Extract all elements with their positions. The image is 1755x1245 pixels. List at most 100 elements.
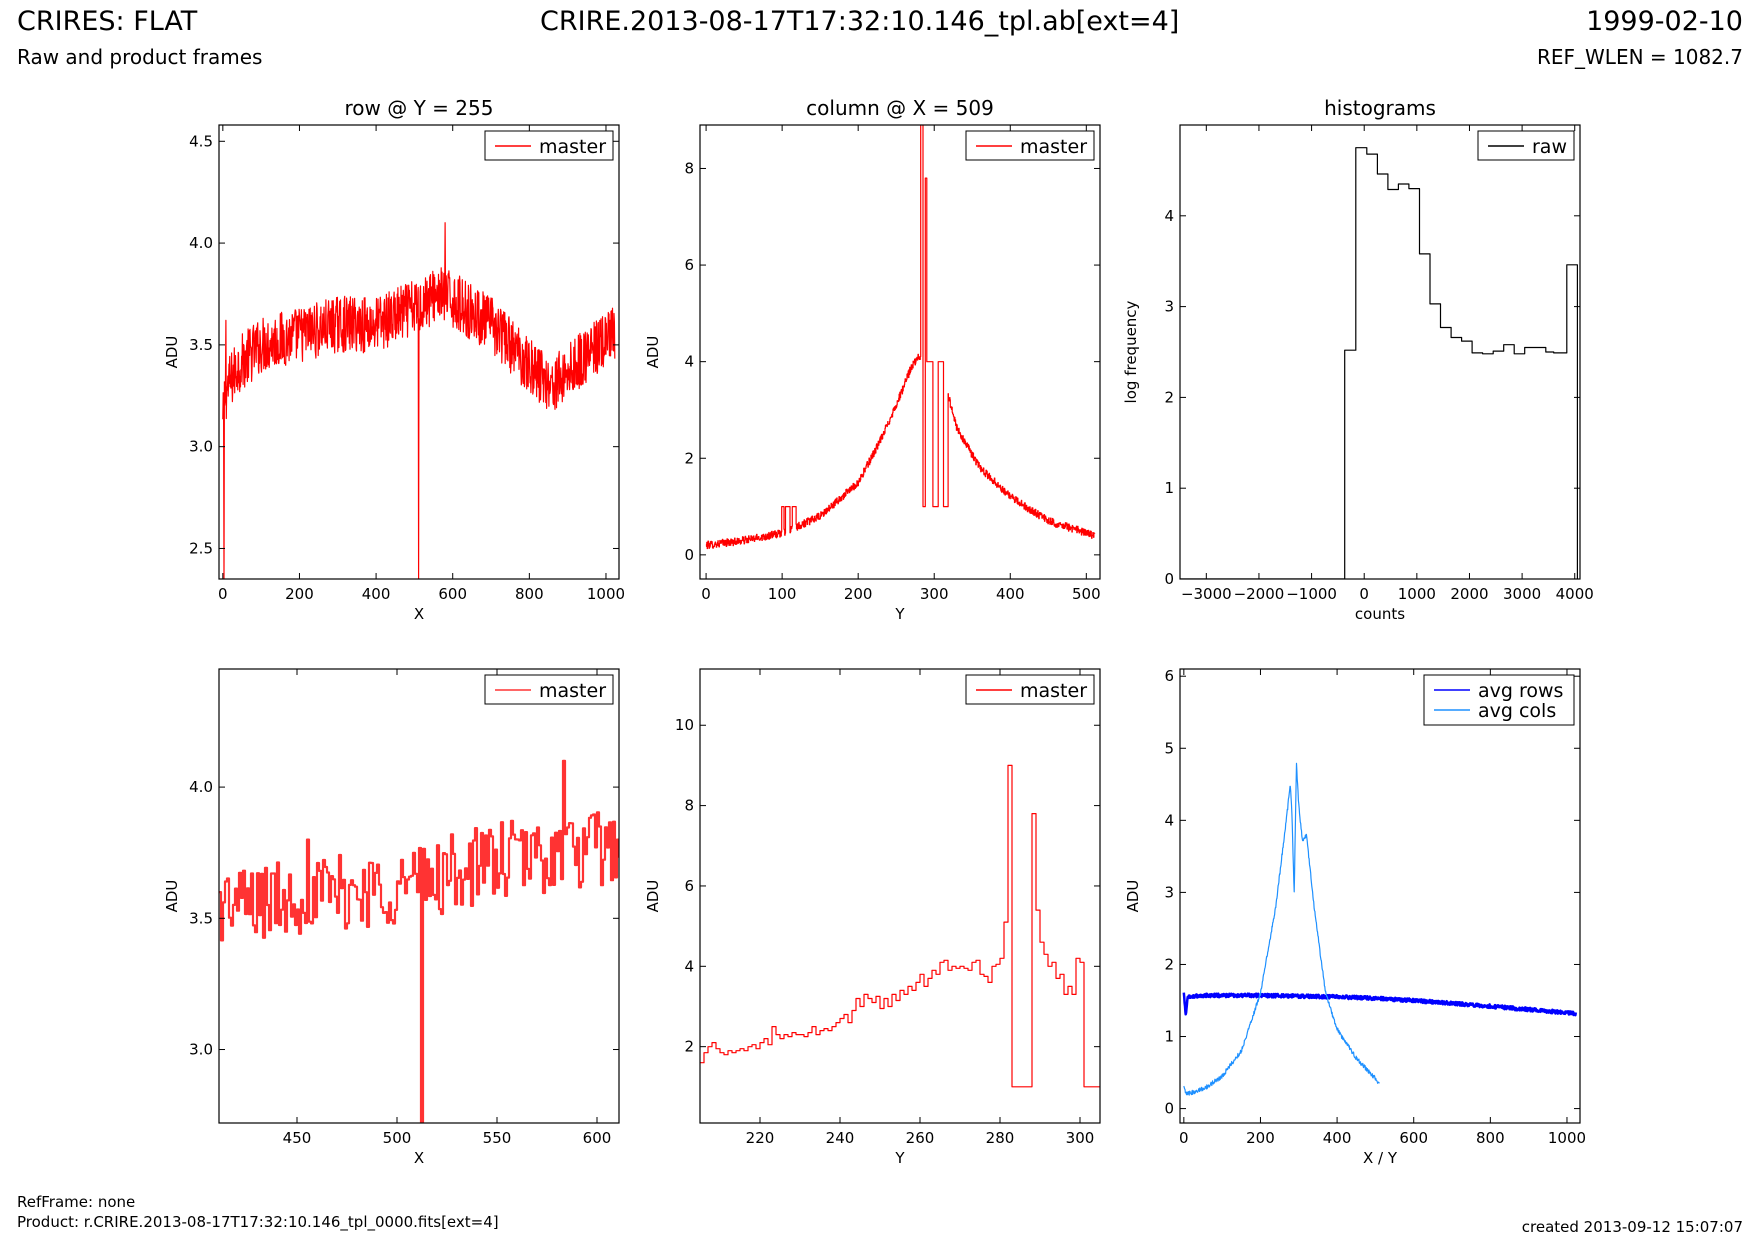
y-tick-label: 4 [684,353,694,371]
legend-label: master [1020,680,1087,702]
x-tick-label: −1000 [1286,585,1337,603]
legend-label: master [1020,136,1087,158]
y-tick-label: 1 [1164,479,1174,497]
footer-created: created 2013-09-12 15:07:07 [1521,1218,1743,1236]
x-tick-label: 200 [844,585,873,603]
series-layer [222,222,616,579]
legend-label: avg cols [1478,700,1556,722]
y-tick-label: 0 [1164,1100,1174,1118]
x-tick-label: 600 [583,1129,612,1147]
series-layer [219,759,619,1123]
legend: master [484,130,614,161]
series-raw [1180,147,1578,579]
x-axis-label: X / Y [1363,1149,1398,1167]
x-tick-label: 240 [826,1129,855,1147]
x-axis-label: counts [1355,605,1405,623]
x-tick-label: −2000 [1234,585,1285,603]
y-tick-label: 10 [675,716,694,734]
series-master [222,222,616,579]
x-tick-label: 550 [483,1129,512,1147]
x-tick-label: 280 [986,1129,1015,1147]
x-tick-label: 400 [362,585,391,603]
y-tick-label: 0 [1164,570,1174,588]
series-layer [705,125,1096,550]
series-master [700,764,1100,1088]
series-layer [1180,147,1578,579]
x-tick-label: 200 [285,585,314,603]
y-tick-label: 6 [684,256,694,274]
legend: raw [1477,130,1575,161]
y-tick-label: 4 [684,957,694,975]
x-tick-label: 220 [746,1129,775,1147]
y-axis-label: ADU [163,336,181,369]
x-axis-label: Y [894,1149,905,1167]
y-tick-label: 5 [1164,739,1174,757]
y-tick-label: 6 [1164,667,1174,685]
chart-title: row @ Y = 255 [345,96,494,120]
x-tick-label: 4000 [1556,585,1594,603]
axes-frame [699,124,1101,580]
x-tick-label: 500 [1072,585,1101,603]
x-tick-label: −3000 [1181,585,1232,603]
chart-averages: 0 200 400 600 800 1000 0 1 2 3 4 5 6 X / Y ADU avg rows… [1124,667,1586,1167]
x-axis-label: Y [894,605,905,623]
x-tick-label: 1000 [1398,585,1436,603]
y-tick-label: 3.0 [189,1041,213,1059]
x-tick-label: 260 [906,1129,935,1147]
legend-label: master [539,680,606,702]
y-axis-label: ADU [644,336,662,369]
series-avg-cols [1183,762,1380,1096]
x-tick-label: 800 [515,585,544,603]
x-axis-label: X [414,1149,424,1167]
legend-label: master [539,136,606,158]
series-master [705,125,1096,550]
series-layer [1182,762,1578,1096]
series-master [219,759,619,1123]
chart-column-zoom: 220 240 260 280 300 2 4 6 8 10 Y ADU master [644,668,1101,1167]
chart-title: column @ X = 509 [806,96,994,120]
y-tick-label: 2 [1164,955,1174,973]
y-tick-label: 0 [684,546,694,564]
y-tick-label: 8 [684,797,694,815]
y-tick-label: 4.0 [189,778,213,796]
legend: master [965,674,1095,705]
y-tick-label: 4.5 [189,132,213,150]
x-tick-label: 600 [438,585,467,603]
y-tick-label: 3 [1164,883,1174,901]
chart-row-zoom: 450 500 550 600 3.0 3.5 4.0 X ADU master [163,668,620,1167]
x-tick-label: 400 [1323,1129,1352,1147]
y-axis-label: ADU [1124,880,1142,913]
axes-frame [1179,124,1581,580]
y-axis-label: ADU [644,880,662,913]
x-tick-label: 0 [218,585,228,603]
x-tick-label: 1000 [1548,1129,1586,1147]
x-tick-label: 200 [1246,1129,1275,1147]
y-tick-label: 4 [1164,811,1174,829]
y-axis-label: ADU [163,880,181,913]
y-tick-label: 3.0 [189,438,213,456]
x-tick-label: 2000 [1450,585,1488,603]
y-tick-label: 2 [1164,388,1174,406]
x-tick-label: 0 [701,585,711,603]
axes-frame [218,124,620,580]
axes-frame [218,668,620,1124]
x-tick-label: 600 [1399,1129,1428,1147]
y-axis-label: log frequency [1122,300,1140,403]
series-layer [700,764,1100,1088]
x-tick-label: 300 [1066,1129,1095,1147]
footer-refframe: RefFrame: none [17,1193,136,1211]
y-tick-label: 6 [684,877,694,895]
y-tick-label: 2 [684,1038,694,1056]
y-tick-label: 8 [684,159,694,177]
y-tick-label: 4.0 [189,234,213,252]
x-tick-label: 3000 [1503,585,1541,603]
legend: master [965,130,1095,161]
y-tick-label: 2 [684,449,694,467]
y-tick-label: 1 [1164,1028,1174,1046]
plot-subtitle-left: Raw and product frames [17,45,263,69]
chart-row: 0 200 400 600 800 1000 2.5 3.0 3.5 4.0 4.5 X ADU row … [163,96,625,623]
y-tick-label: 3.5 [189,909,213,927]
x-tick-label: 500 [383,1129,412,1147]
chart-column: 0 100 200 300 400 500 0 2 4 6 8 Y ADU column @ X = 50… [644,96,1101,623]
